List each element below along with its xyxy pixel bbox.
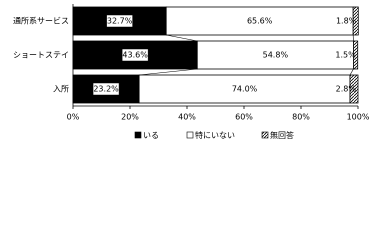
value-label: 23.2% xyxy=(93,85,119,94)
connector-line xyxy=(166,34,198,42)
x-tick-label: 60% xyxy=(235,113,253,122)
value-label: 2.8% xyxy=(336,85,357,94)
bar-segment xyxy=(349,74,359,104)
bar-segment xyxy=(196,40,354,70)
label-box xyxy=(106,14,133,28)
label-box xyxy=(121,48,149,62)
x-tick-label: 100% xyxy=(347,113,370,122)
connector-line xyxy=(349,68,354,76)
value-label: 1.5% xyxy=(335,51,356,60)
category-label: 入所 xyxy=(53,84,69,94)
value-label: 32.7% xyxy=(107,17,133,26)
value-label: 65.6% xyxy=(247,17,273,26)
bar-segment xyxy=(138,74,351,104)
value-label: 1.8% xyxy=(336,17,357,26)
page: {"chart_data": {"type": "stacked-bar-hor… xyxy=(13,4,370,140)
legend-label: 特にいない xyxy=(195,130,235,140)
x-tick-label: 20% xyxy=(121,113,139,122)
legend-swatch xyxy=(134,131,142,139)
label-box xyxy=(92,82,120,96)
category-label: ショートステイ xyxy=(13,51,69,60)
bar-segment xyxy=(353,40,359,70)
x-tick-label: 40% xyxy=(178,113,196,122)
chart: 通所系サービス 32.7% 65.6% 1.8% ショートステイ 43.6% 54.8% 1.… xyxy=(13,4,370,140)
connector-line xyxy=(139,68,198,76)
value-label: 74.0% xyxy=(232,85,258,94)
value-label: 54.8% xyxy=(263,51,289,60)
bar-segment xyxy=(352,6,359,36)
category-label: 通所系サービス xyxy=(13,16,69,26)
bar-segment xyxy=(165,6,354,36)
legend-label: 無回答 xyxy=(270,130,294,140)
legend-label: いる xyxy=(143,131,159,140)
legend-swatch xyxy=(261,131,269,139)
value-label: 43.6% xyxy=(122,51,148,60)
legend-swatch xyxy=(186,131,194,139)
x-tick-label: 0% xyxy=(67,113,80,122)
x-tick-label: 80% xyxy=(292,113,310,122)
